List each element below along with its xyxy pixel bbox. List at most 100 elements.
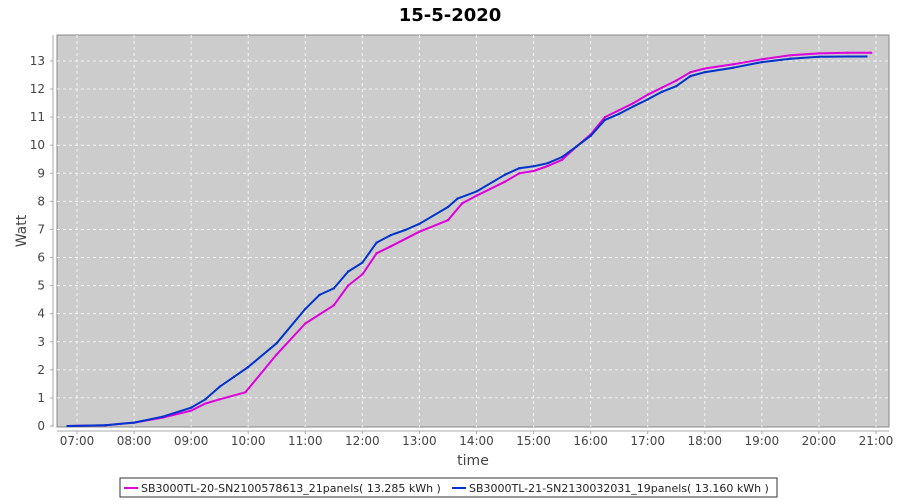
x-tick-label: 15:00 bbox=[516, 434, 551, 448]
data-point bbox=[66, 425, 69, 427]
data-point bbox=[546, 162, 549, 165]
data-point bbox=[870, 51, 873, 54]
data-point bbox=[846, 55, 849, 58]
data-point bbox=[218, 385, 221, 388]
y-tick-label: 9 bbox=[37, 166, 45, 180]
data-point bbox=[475, 190, 478, 193]
data-point bbox=[104, 424, 107, 427]
data-point bbox=[133, 421, 136, 424]
data-point bbox=[561, 158, 564, 161]
plot-area bbox=[56, 34, 890, 428]
legend-entry-0: SB3000TL-20-SN2100578613_21panels( 13.28… bbox=[141, 482, 441, 495]
x-tick-label: 12:00 bbox=[345, 434, 380, 448]
x-tick-label: 20:00 bbox=[802, 434, 837, 448]
data-point bbox=[675, 85, 678, 88]
data-point bbox=[760, 58, 763, 61]
data-point bbox=[446, 205, 449, 208]
data-point bbox=[389, 234, 392, 237]
data-point bbox=[204, 398, 207, 401]
data-point bbox=[347, 284, 350, 287]
y-tick-label: 13 bbox=[30, 54, 45, 68]
series-lines bbox=[66, 51, 873, 427]
data-point bbox=[789, 57, 792, 60]
data-point bbox=[190, 406, 193, 409]
data-point bbox=[561, 155, 564, 158]
data-point bbox=[518, 172, 521, 175]
data-point bbox=[689, 75, 692, 78]
data-point bbox=[618, 112, 621, 115]
y-tick-label: 11 bbox=[30, 110, 45, 124]
x-tick-label: 17:00 bbox=[630, 434, 665, 448]
y-tick-label: 5 bbox=[37, 279, 45, 293]
y-tick-label: 12 bbox=[30, 82, 45, 96]
data-point bbox=[603, 116, 606, 119]
data-point bbox=[504, 180, 507, 183]
data-point bbox=[404, 229, 407, 232]
x-tick-label: 07:00 bbox=[60, 434, 95, 448]
data-point bbox=[575, 145, 578, 148]
y-tick-label: 1 bbox=[37, 391, 45, 405]
data-point bbox=[332, 287, 335, 290]
data-point bbox=[304, 322, 307, 325]
data-point bbox=[418, 222, 421, 225]
y-tick-label: 10 bbox=[30, 138, 45, 152]
data-point bbox=[760, 61, 763, 64]
data-point bbox=[603, 118, 606, 121]
series-line-0 bbox=[67, 51, 872, 427]
data-point bbox=[646, 98, 649, 101]
data-point bbox=[232, 375, 235, 378]
x-tick-label: 13:00 bbox=[402, 434, 437, 448]
data-point bbox=[689, 71, 692, 74]
data-point bbox=[660, 86, 663, 89]
chart-title: 15-5-2020 bbox=[399, 5, 502, 26]
data-point bbox=[546, 164, 549, 167]
data-point bbox=[375, 252, 378, 255]
data-point bbox=[275, 342, 278, 345]
data-point bbox=[361, 273, 364, 276]
data-point bbox=[446, 219, 449, 222]
data-point bbox=[375, 241, 378, 244]
x-tick-label: 10:00 bbox=[231, 434, 266, 448]
data-point bbox=[318, 293, 321, 296]
data-point bbox=[304, 307, 307, 310]
data-point bbox=[518, 167, 521, 170]
data-point bbox=[703, 71, 706, 74]
data-point bbox=[532, 165, 535, 168]
data-point bbox=[347, 270, 350, 273]
data-point bbox=[190, 409, 193, 412]
y-tick-label: 0 bbox=[37, 419, 45, 433]
legend-entry-1: SB3000TL-21-SN2130032031_19panels( 13.16… bbox=[469, 482, 769, 495]
y-tick-label: 6 bbox=[37, 251, 45, 265]
data-point bbox=[218, 398, 221, 401]
data-point bbox=[275, 353, 278, 356]
x-tick-label: 19:00 bbox=[745, 434, 780, 448]
data-point bbox=[244, 391, 247, 394]
data-point bbox=[456, 197, 459, 200]
x-tick-label: 18:00 bbox=[687, 434, 722, 448]
data-point bbox=[846, 51, 849, 54]
data-point bbox=[332, 304, 335, 307]
data-point bbox=[532, 170, 535, 173]
y-tick-label: 4 bbox=[37, 307, 45, 321]
data-point bbox=[646, 93, 649, 96]
x-tick-label: 11:00 bbox=[288, 434, 323, 448]
data-point bbox=[389, 245, 392, 248]
data-point bbox=[475, 194, 478, 197]
data-point bbox=[660, 90, 663, 93]
data-point bbox=[418, 230, 421, 233]
data-point bbox=[618, 109, 621, 112]
y-tick-label: 2 bbox=[37, 363, 45, 377]
data-point bbox=[865, 55, 868, 58]
data-point bbox=[589, 134, 592, 137]
x-tick-label: 14:00 bbox=[459, 434, 494, 448]
data-point bbox=[161, 415, 164, 418]
x-tick-label: 09:00 bbox=[174, 434, 209, 448]
data-point bbox=[247, 366, 250, 369]
data-point bbox=[361, 261, 364, 264]
data-point bbox=[632, 105, 635, 108]
x-tick-label: 21:00 bbox=[859, 434, 894, 448]
data-point bbox=[675, 79, 678, 82]
x-axis-label: time bbox=[457, 453, 489, 469]
